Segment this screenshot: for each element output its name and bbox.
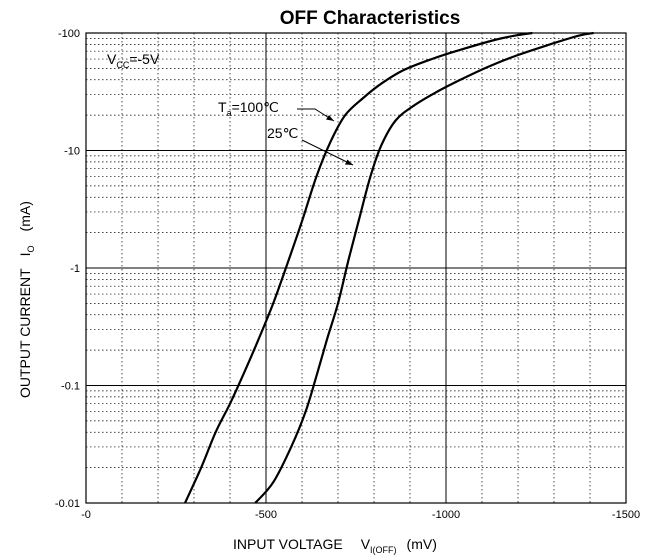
plot-frame	[85, 32, 627, 504]
y-axis-title-unit: (mA)	[17, 201, 33, 231]
series-line-100c	[183, 31, 533, 504]
y-axis-title: OUTPUT CURRENT IO (mA)	[17, 201, 36, 398]
condition-value: =-5V	[129, 51, 160, 67]
leader-arrow-25c	[301, 139, 354, 166]
svg-text:OUTPUT CURRENTIO(mA): OUTPUT CURRENT IO (mA)	[17, 201, 36, 398]
series-label-100c-symbol: T	[218, 99, 227, 115]
y-tick-label: -0.1	[61, 381, 80, 393]
series-label-100c: Ta=100℃	[218, 99, 335, 122]
series-line-25c	[254, 31, 594, 504]
condition-subscript: CC	[116, 60, 129, 70]
x-tick-label: -1500	[612, 509, 640, 521]
x-axis-title-symbol: V	[361, 536, 371, 552]
series-label-100c-value: =100℃	[232, 99, 279, 115]
series-label-25c-value: 25℃	[267, 125, 298, 141]
series-group	[183, 31, 594, 504]
y-axis-title-main: OUTPUT CURRENT	[17, 268, 33, 398]
y-axis-title-symbol: I	[17, 252, 33, 256]
y-tick-label: -100	[58, 28, 80, 40]
y-tick-label: -1	[70, 263, 80, 275]
x-axis-title: INPUT VOLTAGE VI(OFF) (mV)	[233, 536, 437, 555]
series-label-25c: 25℃	[267, 125, 354, 166]
y-tick-label: -0.01	[55, 498, 80, 510]
svg-text:Ta=100℃: Ta=100℃	[218, 99, 279, 118]
condition-label: VCC=-5V	[107, 51, 160, 70]
arrowhead-25c	[345, 159, 353, 165]
x-axis-title-subscript: I(OFF)	[370, 545, 397, 555]
y-axis-title-subscript: O	[26, 245, 36, 252]
x-axis-title-main: INPUT VOLTAGE	[233, 536, 343, 552]
chart-title: OFF Characteristics	[280, 8, 461, 29]
series-label-100c-subscript: a	[227, 108, 232, 118]
grid-major	[86, 33, 626, 503]
x-tick-label: -500	[255, 509, 277, 521]
y-tick-labels: -100 -10 -1 -0.1 -0.01	[55, 28, 80, 510]
x-tick-label: -1000	[432, 509, 460, 521]
leader-arrow-100c	[297, 108, 335, 122]
x-tick-label: -0	[81, 509, 91, 521]
arrowhead-100c	[326, 115, 334, 121]
condition-symbol: V	[107, 51, 117, 67]
svg-text:VCC=-5V: VCC=-5V	[107, 51, 160, 70]
x-tick-labels: -0 -500 -1000 -1500	[81, 509, 640, 521]
x-axis-title-unit: (mV)	[407, 536, 437, 552]
y-tick-label: -10	[64, 146, 80, 158]
